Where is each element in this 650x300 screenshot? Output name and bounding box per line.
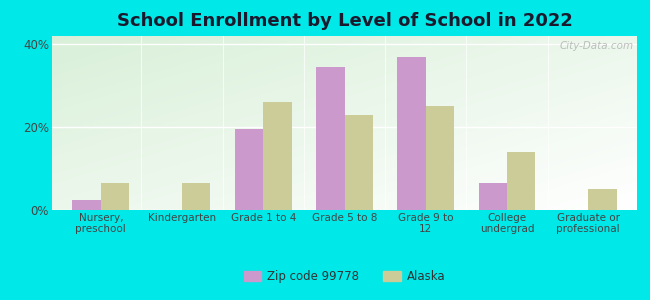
Text: City-Data.com: City-Data.com (560, 41, 634, 51)
Bar (397, 57, 426, 210)
Bar (344, 115, 373, 210)
Bar (588, 189, 617, 210)
Bar (72, 200, 101, 210)
Bar (263, 102, 292, 210)
Bar (182, 183, 211, 210)
Title: School Enrollment by Level of School in 2022: School Enrollment by Level of School in … (116, 12, 573, 30)
Bar (507, 152, 536, 210)
Bar (316, 67, 344, 210)
Bar (478, 183, 507, 210)
Bar (101, 183, 129, 210)
Bar (426, 106, 454, 210)
Legend: Zip code 99778, Alaska: Zip code 99778, Alaska (239, 265, 450, 288)
Bar (235, 129, 263, 210)
